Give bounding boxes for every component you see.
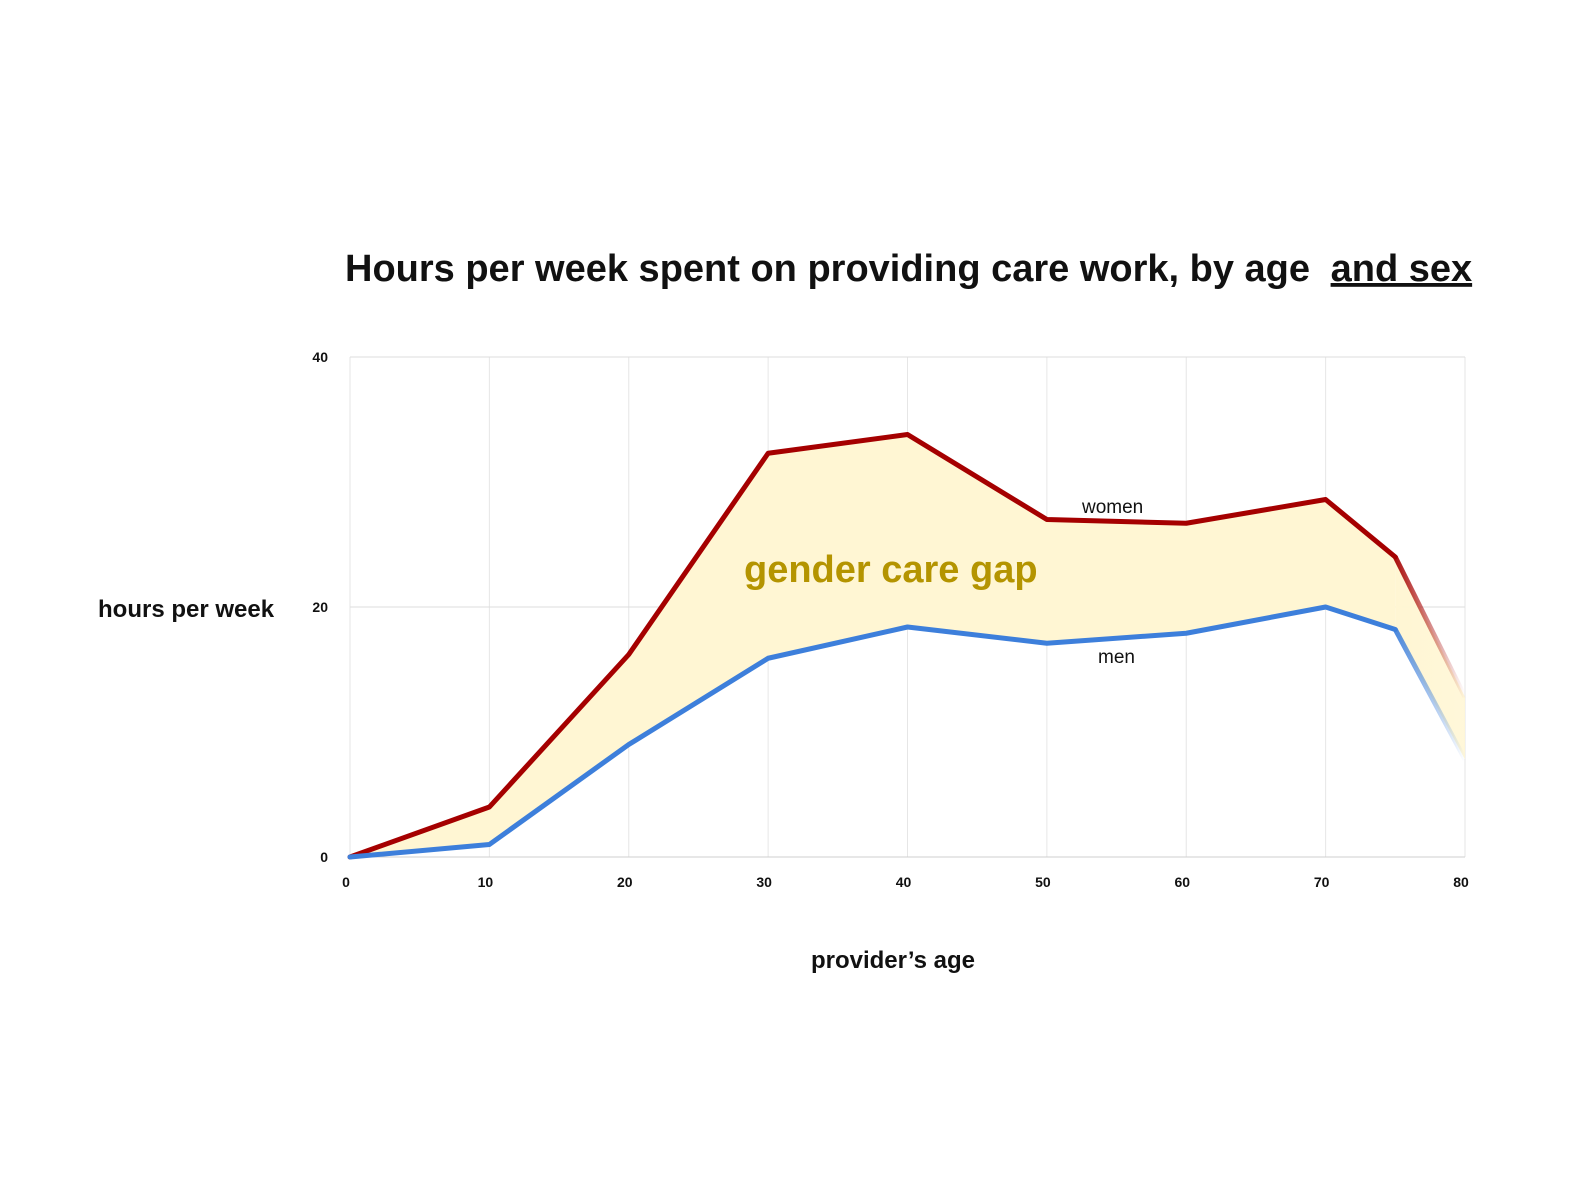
x-tick-label: 20 [617, 874, 633, 890]
series-label-women: women [1081, 497, 1143, 518]
gap-area-main [350, 434, 1396, 857]
gap-area [350, 434, 1465, 857]
series-tail-women [1393, 555, 1468, 699]
gap-annotation: gender care gap [744, 549, 1038, 591]
x-tick-label: 80 [1453, 874, 1469, 890]
y-tick-label: 40 [312, 349, 328, 365]
y-tick-labels: 0 20 40 [312, 349, 328, 865]
gap-area-tail [1395, 557, 1465, 760]
y-axis-title: hours per week [98, 596, 275, 623]
series-tail-men [1393, 628, 1468, 761]
x-tick-labels: 0 10 20 30 40 50 60 70 80 [342, 874, 1469, 890]
x-tick-label: 30 [756, 874, 772, 890]
x-tick-label: 50 [1035, 874, 1051, 890]
x-tick-label: 60 [1174, 874, 1190, 890]
x-tick-label: 10 [478, 874, 494, 890]
y-tick-label: 0 [320, 849, 328, 865]
chart-title-emphasis: and sex [1331, 248, 1473, 290]
series-label-men: men [1098, 647, 1135, 668]
x-tick-label: 0 [342, 874, 350, 890]
y-tick-label: 20 [312, 599, 328, 615]
x-tick-label: 40 [896, 874, 912, 890]
x-tick-label: 70 [1314, 874, 1330, 890]
series-lines [347, 432, 1468, 860]
x-axis-title: provider’s age [811, 947, 975, 974]
chart-title: Hours per week spent on providing care w… [345, 248, 1472, 290]
chart-title-main: Hours per week spent on providing care w… [345, 248, 1310, 290]
